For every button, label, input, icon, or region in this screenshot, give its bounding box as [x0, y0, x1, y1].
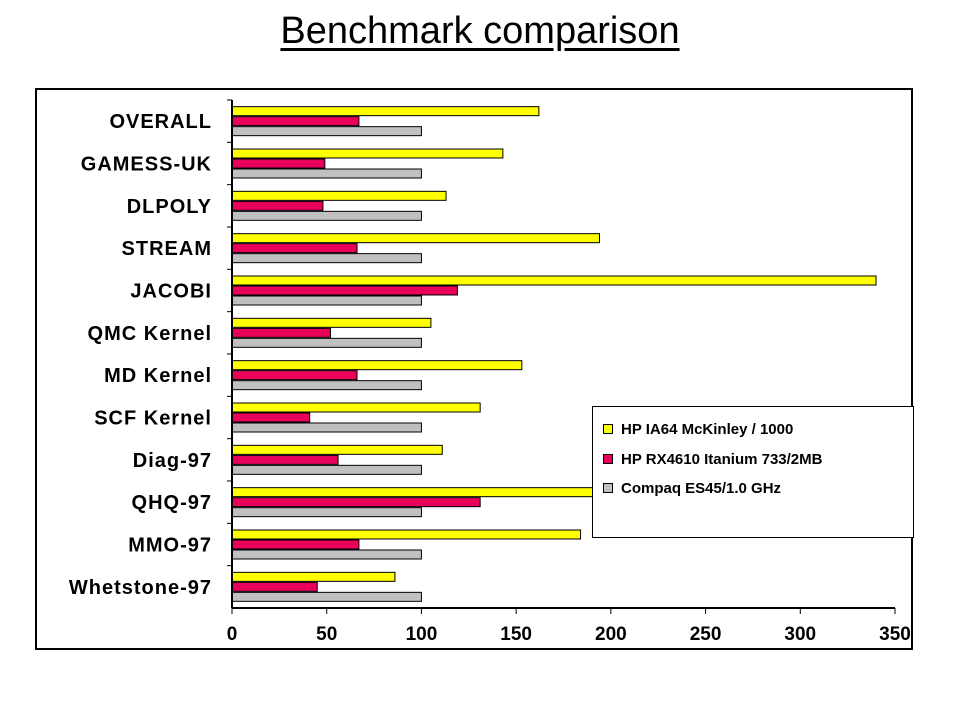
bar-3-series-1 [231, 190, 447, 201]
bar-11-series-1 [231, 529, 582, 540]
bar-9-series-3 [231, 464, 422, 475]
category-label-3: DLPOLY [127, 196, 212, 218]
legend-item-series-2: HP RX4610 Itanium 733/2MB [603, 447, 822, 471]
bar-10-series-3 [231, 507, 422, 518]
category-label-10: QHQ-97 [132, 492, 212, 514]
bar-2-series-2 [231, 158, 326, 169]
bar-10-series-2 [231, 497, 481, 508]
bar-11-series-2 [231, 539, 360, 550]
bar-8-series-2 [231, 412, 311, 423]
category-label-6: QMC Kernel [88, 323, 212, 345]
bar-1-series-2 [231, 116, 360, 127]
category-label-12: Whetstone-97 [69, 577, 212, 599]
bar-8-series-3 [231, 422, 422, 433]
bar-12-series-1 [231, 571, 396, 582]
legend: HP IA64 McKinley / 1000 HP RX4610 Itaniu… [592, 406, 914, 538]
legend-swatch-series-1 [603, 424, 613, 434]
category-label-4: STREAM [122, 238, 212, 260]
bar-7-series-2 [231, 370, 358, 381]
bar-4-series-3 [231, 253, 422, 264]
bar-3-series-3 [231, 210, 422, 221]
x-tick-label-2: 50 [316, 624, 337, 645]
legend-swatch-series-3 [603, 483, 613, 493]
legend-swatch-series-2 [603, 454, 613, 464]
bar-4-series-1 [231, 233, 600, 244]
bar-3-series-2 [231, 200, 324, 211]
bar-5-series-3 [231, 295, 422, 306]
category-label-5: JACOBI [130, 281, 212, 303]
category-label-11: MMO-97 [128, 535, 212, 557]
category-label-2: GAMESS-UK [81, 154, 212, 176]
category-label-9: Diag-97 [133, 450, 212, 472]
bar-7-series-3 [231, 380, 422, 391]
bar-6-series-1 [231, 317, 432, 328]
legend-label-series-2: HP RX4610 Itanium 733/2MB [621, 450, 823, 468]
bar-5-series-2 [231, 285, 458, 296]
x-tick-label-3: 100 [406, 624, 438, 645]
legend-item-series-1: HP IA64 McKinley / 1000 [603, 417, 793, 441]
x-tick-label-8: 350 [879, 624, 911, 645]
legend-label-series-1: HP IA64 McKinley / 1000 [621, 420, 794, 438]
x-tick-label-1: 0 [227, 624, 238, 645]
bar-10-series-1 [231, 487, 654, 498]
bar-4-series-2 [231, 243, 358, 254]
category-label-7: MD Kernel [104, 365, 212, 387]
x-tick-label-7: 300 [784, 624, 816, 645]
category-label-8: SCF Kernel [94, 408, 212, 430]
bar-9-series-2 [231, 454, 339, 465]
legend-label-series-3: Compaq ES45/1.0 GHz [621, 479, 782, 497]
bar-6-series-3 [231, 337, 422, 348]
bar-8-series-1 [231, 402, 481, 413]
bar-11-series-3 [231, 549, 422, 560]
bar-7-series-1 [231, 360, 523, 371]
x-tick-label-4: 150 [500, 624, 532, 645]
bar-chart: OVERALL GAMESS-UK DLPOLY STREAM JACOBI QMC Ke… [69, 99, 911, 645]
bar-1-series-1 [231, 106, 540, 117]
bar-5-series-1 [231, 275, 877, 286]
x-tick-label-6: 250 [690, 624, 722, 645]
page-title: Benchmark comparison [280, 10, 680, 52]
bar-12-series-3 [231, 591, 422, 602]
category-label-1: OVERALL [109, 111, 212, 133]
bar-12-series-2 [231, 581, 318, 592]
bar-6-series-2 [231, 327, 332, 338]
chart-frame: OVERALL GAMESS-UK DLPOLY STREAM JACOBI QMC Ke… [35, 88, 914, 650]
bar-2-series-3 [231, 168, 422, 179]
x-tick-label-5: 200 [595, 624, 627, 645]
legend-item-series-3: Compaq ES45/1.0 GHz [603, 476, 781, 500]
bar-2-series-1 [231, 148, 504, 159]
bar-1-series-3 [231, 126, 422, 137]
bar-9-series-1 [231, 444, 443, 455]
